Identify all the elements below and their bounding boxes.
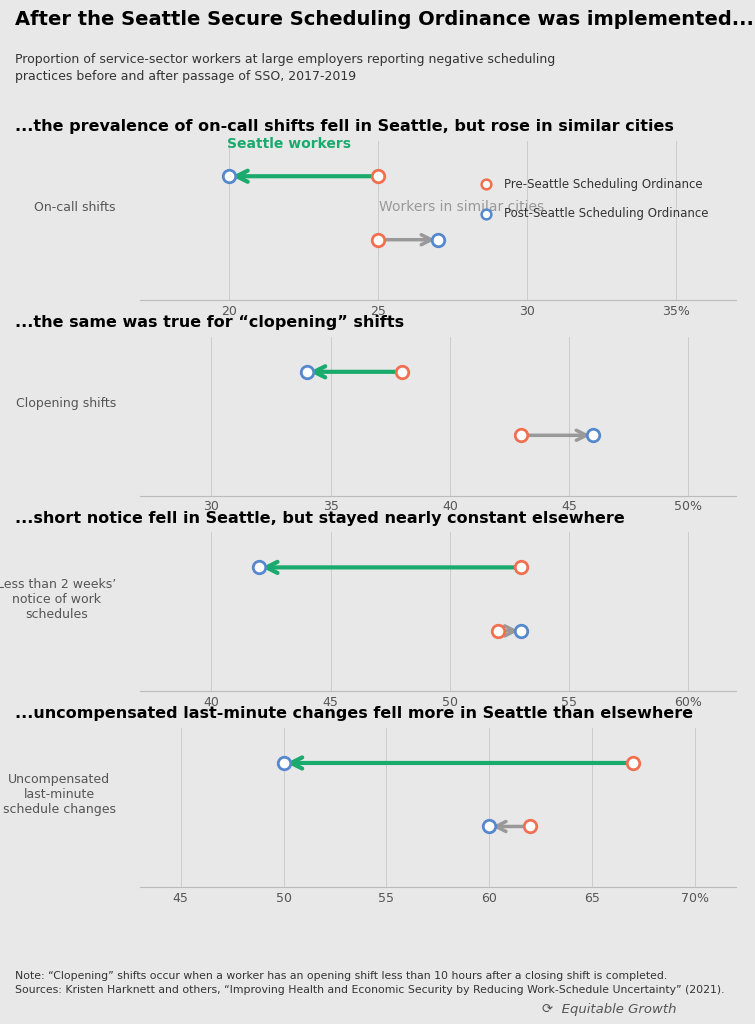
Text: ⟳  Equitable Growth: ⟳ Equitable Growth xyxy=(542,1004,677,1016)
Text: Clopening shifts: Clopening shifts xyxy=(16,397,116,410)
Text: Proportion of service-sector workers at large employers reporting negative sched: Proportion of service-sector workers at … xyxy=(15,53,556,83)
Text: Post-Seattle Scheduling Ordinance: Post-Seattle Scheduling Ordinance xyxy=(504,207,709,220)
Text: Note: “Clopening” shifts occur when a worker has an opening shift less than 10 h: Note: “Clopening” shifts occur when a wo… xyxy=(15,971,725,995)
Text: Uncompensated
last-minute
schedule changes: Uncompensated last-minute schedule chang… xyxy=(3,773,116,816)
Text: Less than 2 weeks’
notice of work
schedules: Less than 2 weeks’ notice of work schedu… xyxy=(0,578,116,621)
Text: ...the same was true for “clopening” shifts: ...the same was true for “clopening” shi… xyxy=(15,315,404,330)
Text: ...the prevalence of on-call shifts fell in Seattle, but rose in similar cities: ...the prevalence of on-call shifts fell… xyxy=(15,120,674,134)
Text: Workers in similar cities: Workers in similar cities xyxy=(379,201,544,214)
Text: Pre-Seattle Scheduling Ordinance: Pre-Seattle Scheduling Ordinance xyxy=(504,178,703,191)
Text: Seattle workers: Seattle workers xyxy=(226,137,351,151)
Text: On-call shifts: On-call shifts xyxy=(34,202,116,214)
Text: ...short notice fell in Seattle, but stayed nearly constant elsewhere: ...short notice fell in Seattle, but sta… xyxy=(15,511,625,525)
Text: ...uncompensated last-minute changes fell more in Seattle than elsewhere: ...uncompensated last-minute changes fel… xyxy=(15,707,693,721)
Text: After the Seattle Secure Scheduling Ordinance was implemented...: After the Seattle Secure Scheduling Ordi… xyxy=(15,10,754,30)
